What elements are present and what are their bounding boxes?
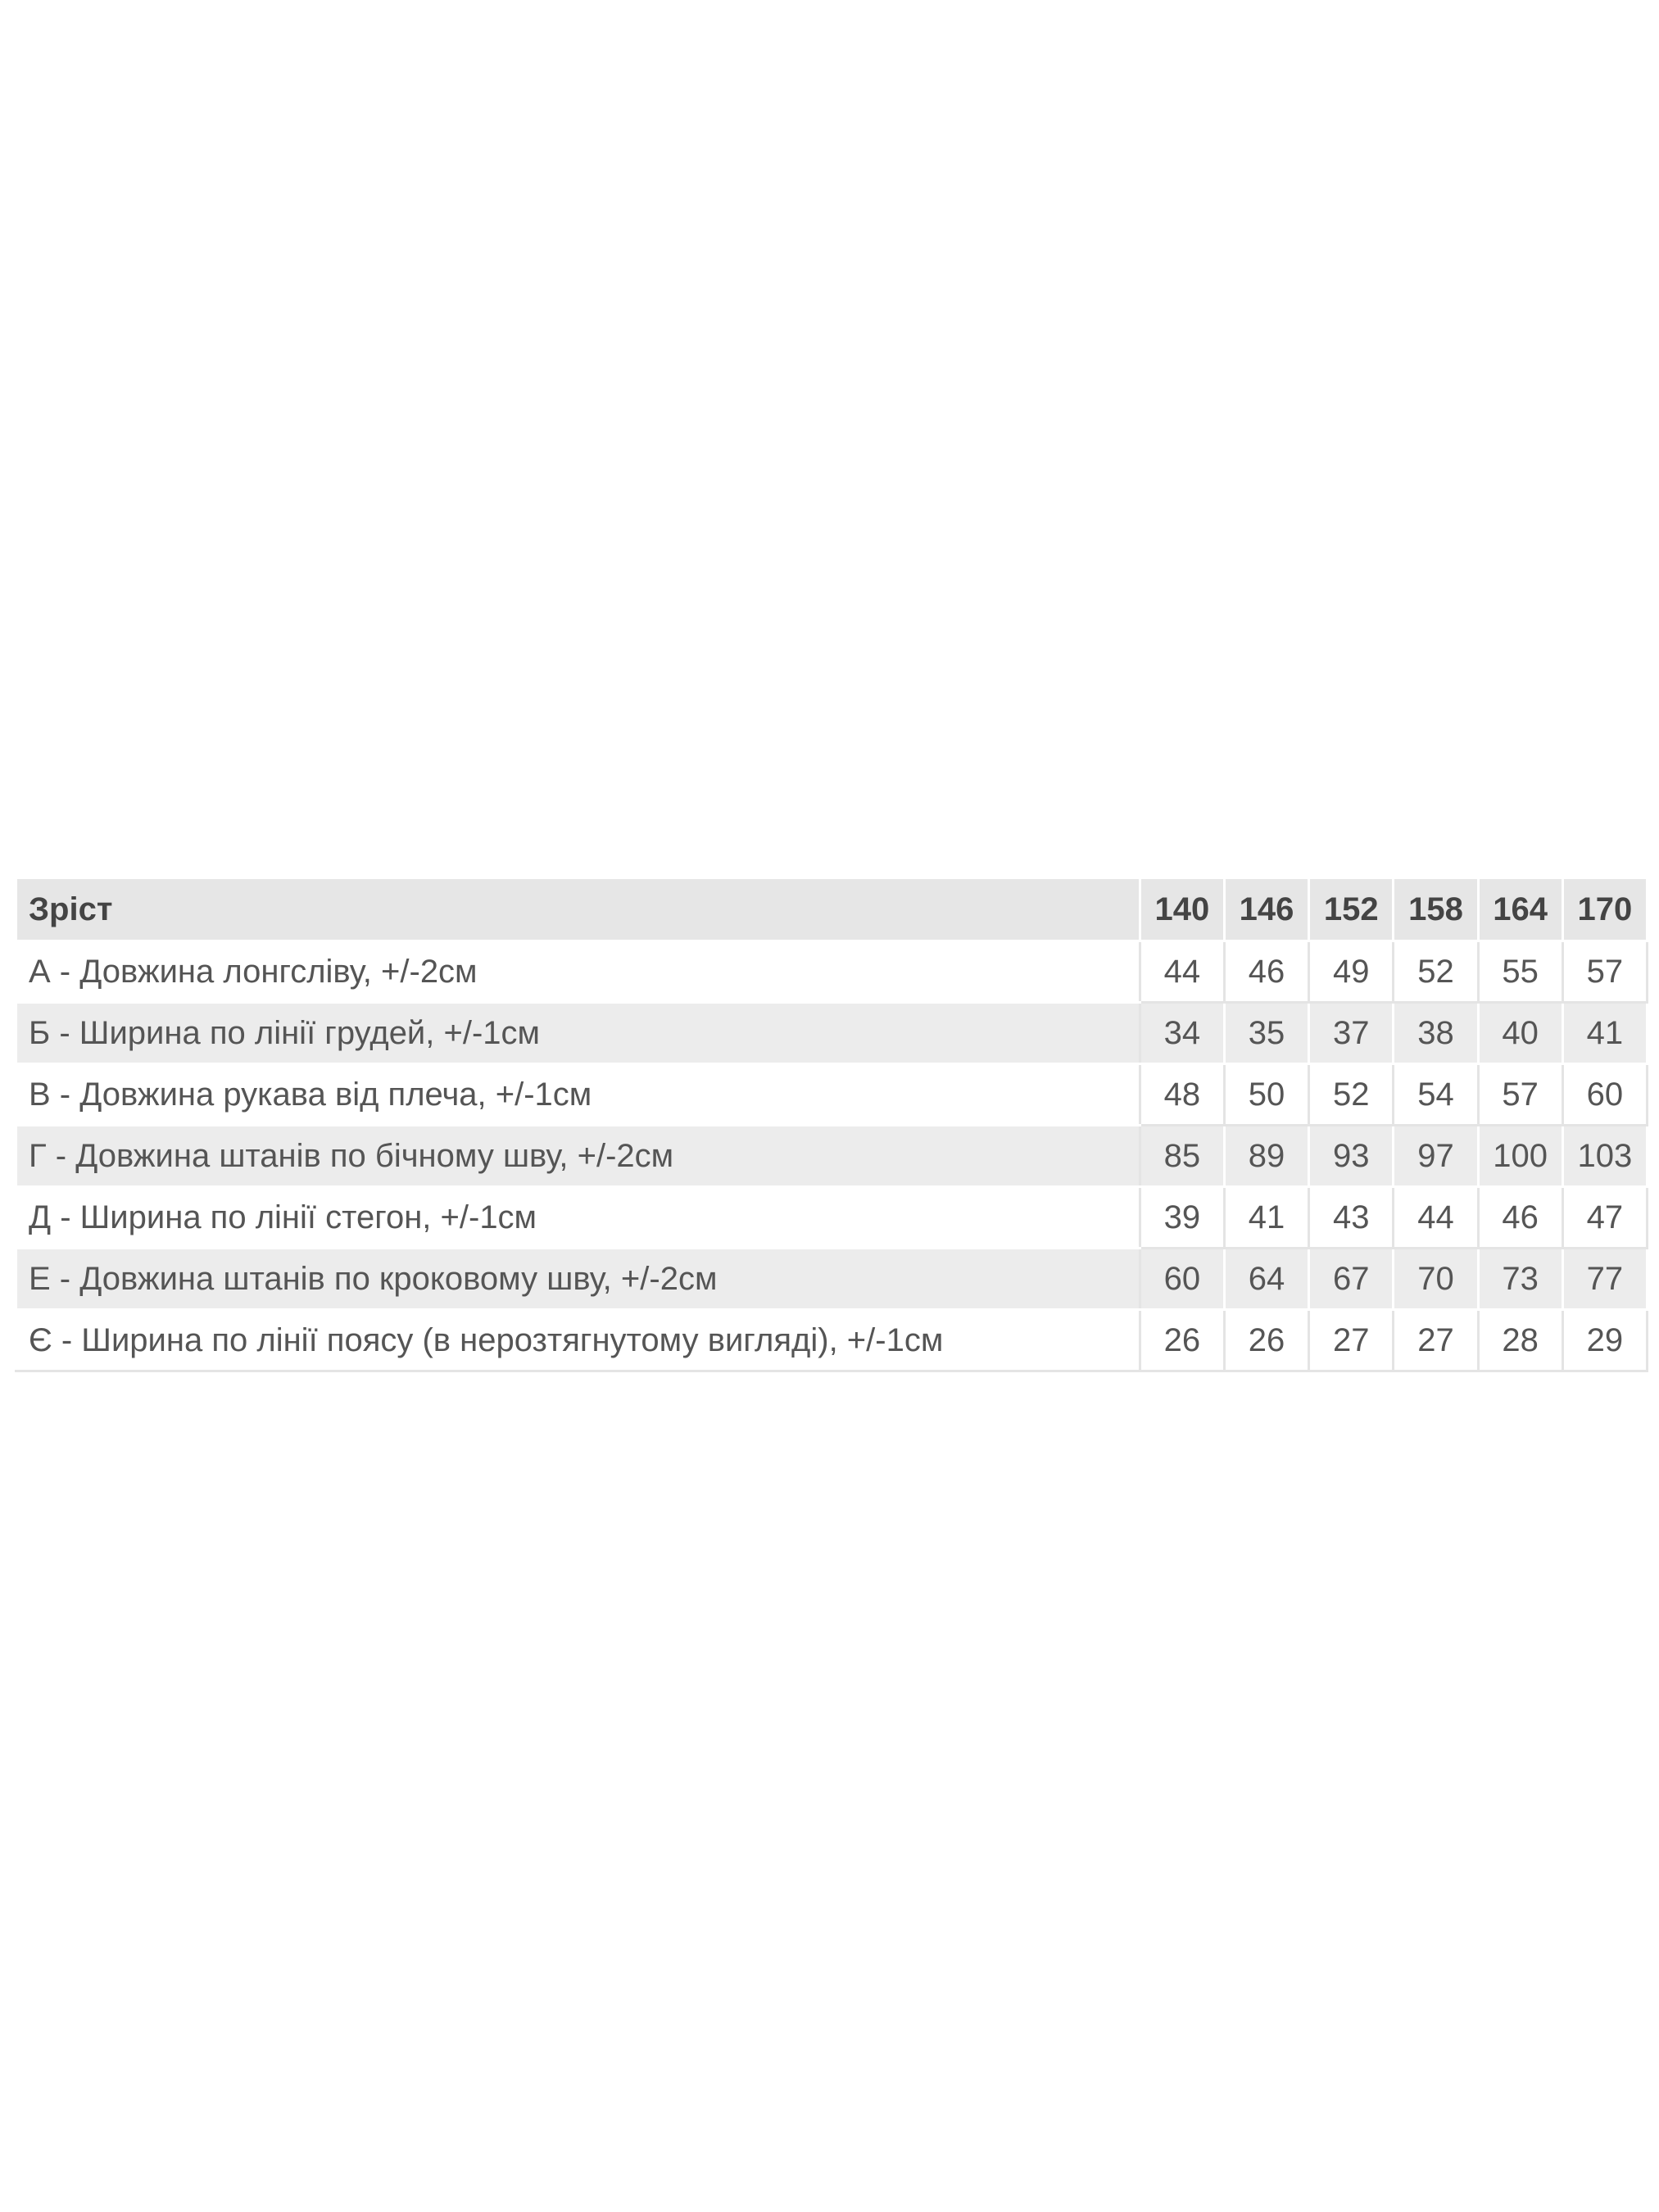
table-row: Є - Ширина по лінії поясу (в нерозтягнут…	[15, 1308, 1649, 1372]
measurement-value: 26	[1138, 1308, 1226, 1372]
header-size: 140	[1138, 877, 1226, 942]
header-size: 170	[1561, 877, 1649, 942]
measurement-value: 73	[1476, 1247, 1564, 1311]
measurement-value: 103	[1561, 1124, 1649, 1188]
header-height-label: Зріст	[15, 877, 1141, 942]
measurement-value: 49	[1308, 940, 1395, 1004]
header-size: 146	[1222, 877, 1311, 942]
measurement-value: 37	[1308, 1001, 1395, 1065]
measurement-value: 48	[1138, 1063, 1226, 1126]
measurement-value: 70	[1392, 1247, 1480, 1311]
measurement-value: 89	[1222, 1124, 1311, 1188]
measurement-value: 60	[1561, 1063, 1649, 1126]
measurement-value: 50	[1222, 1063, 1311, 1126]
table-row: В - Довжина рукава від плеча, +/-1см 48 50…	[15, 1063, 1649, 1126]
measurement-label: Е - Довжина штанів по кроковому шву, +/-…	[15, 1247, 1141, 1311]
measurement-value: 41	[1222, 1185, 1311, 1249]
measurement-value: 46	[1222, 940, 1311, 1004]
measurement-value: 85	[1138, 1124, 1226, 1188]
measurement-value: 39	[1138, 1185, 1226, 1249]
measurement-value: 67	[1308, 1247, 1395, 1311]
measurement-label: Г - Довжина штанів по бічному шву, +/-2с…	[15, 1124, 1141, 1188]
measurement-label: Б - Ширина по лінії грудей, +/-1см	[15, 1001, 1141, 1065]
measurement-value: 93	[1308, 1124, 1395, 1188]
measurement-value: 28	[1476, 1308, 1564, 1372]
table-row: Е - Довжина штанів по кроковому шву, +/-…	[15, 1247, 1649, 1311]
table-row: Б - Ширина по лінії грудей, +/-1см 34 35 37…	[15, 1001, 1649, 1065]
measurement-label: Є - Ширина по лінії поясу (в нерозтягнут…	[15, 1308, 1141, 1372]
measurement-label: Д - Ширина по лінії стегон, +/-1см	[15, 1185, 1141, 1249]
measurement-value: 27	[1308, 1308, 1395, 1372]
measurement-value: 54	[1392, 1063, 1480, 1126]
header-row: Зріст 140 146 152 158 164 170	[15, 877, 1649, 942]
measurement-value: 64	[1222, 1247, 1311, 1311]
measurement-value: 57	[1476, 1063, 1564, 1126]
measurement-value: 44	[1392, 1185, 1480, 1249]
measurement-value: 26	[1222, 1308, 1311, 1372]
measurement-value: 100	[1476, 1124, 1564, 1188]
measurement-value: 38	[1392, 1001, 1480, 1065]
table-row: Д - Ширина по лінії стегон, +/-1см 39 41 43…	[15, 1185, 1649, 1249]
measurement-value: 60	[1138, 1247, 1226, 1311]
table-row: А - Довжина лонгсліву, +/-2см 44 46 49 52 55 5…	[15, 940, 1649, 1004]
header-size: 164	[1476, 877, 1564, 942]
measurement-value: 97	[1392, 1124, 1480, 1188]
header-size: 158	[1392, 877, 1480, 942]
measurement-value: 43	[1308, 1185, 1395, 1249]
measurement-value: 35	[1222, 1001, 1311, 1065]
measurement-value: 41	[1561, 1001, 1649, 1065]
header-size: 152	[1308, 877, 1395, 942]
measurement-value: 46	[1476, 1185, 1564, 1249]
measurement-value: 44	[1138, 940, 1226, 1004]
measurement-value: 29	[1561, 1308, 1649, 1372]
table-row: Г - Довжина штанів по бічному шву, +/-2с…	[15, 1124, 1649, 1188]
measurement-value: 47	[1561, 1185, 1649, 1249]
size-chart-table: Зріст 140 146 152 158 164 170 А - Довжин…	[15, 877, 1649, 1372]
measurement-value: 40	[1476, 1001, 1564, 1065]
measurement-value: 34	[1138, 1001, 1226, 1065]
measurement-value: 57	[1561, 940, 1649, 1004]
measurement-value: 77	[1561, 1247, 1649, 1311]
measurement-value: 52	[1308, 1063, 1395, 1126]
measurement-value: 27	[1392, 1308, 1480, 1372]
measurement-label: А - Довжина лонгсліву, +/-2см	[15, 940, 1141, 1004]
measurement-value: 52	[1392, 940, 1480, 1004]
measurement-label: В - Довжина рукава від плеча, +/-1см	[15, 1063, 1141, 1126]
measurement-value: 55	[1476, 940, 1564, 1004]
